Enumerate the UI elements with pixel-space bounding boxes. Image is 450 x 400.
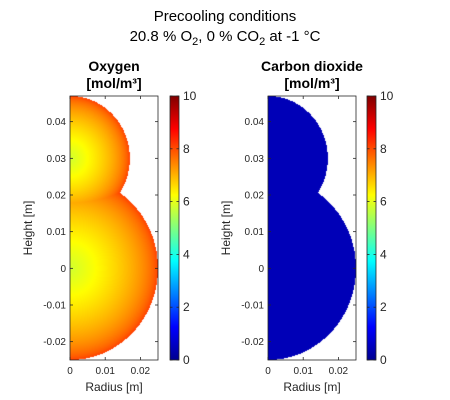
- colorbar-tick-label: 6: [380, 195, 387, 209]
- x-tick-label: 0.01: [95, 366, 115, 377]
- colorbar: [170, 96, 179, 360]
- carbon-dioxide-panel: Carbon dioxide[mol/m³] 0 0.01 0.02 -0.02 -0.0…: [219, 58, 394, 394]
- o2-value: 20.8 % O: [130, 28, 193, 45]
- y-tick-label: 0.02: [245, 191, 265, 202]
- colorbar-tick-label: 2: [183, 300, 190, 314]
- temperature-label: at -1 °C: [265, 28, 320, 45]
- x-tick-label: 0: [67, 366, 73, 377]
- y-tick-label: 0.01: [47, 227, 67, 238]
- panel-title-line1: Oxygen: [88, 58, 139, 74]
- o2-subscript: 2: [192, 36, 198, 48]
- colorbar-tick-label: 0: [380, 353, 387, 367]
- y-tick-label: 0.04: [47, 117, 67, 128]
- colorbar-tick-label: 4: [183, 247, 190, 261]
- oxygen-panel: Oxygen[mol/m³] 0 0.01 0.02 -0.02 -0.01 0 0.01 0.…: [21, 58, 197, 394]
- panel-title-line1: Carbon dioxide: [261, 58, 363, 74]
- y-tick-label: 0.02: [47, 191, 67, 202]
- plot-frame: [69, 95, 159, 361]
- colorbar: [367, 96, 376, 360]
- y-tick-label: 0: [60, 264, 66, 275]
- plot-frame: [267, 95, 357, 361]
- y-tick-label: -0.02: [241, 337, 264, 348]
- figure-title-line2: 20.8 % O2, 0 % CO2 at -1 °C: [130, 28, 321, 48]
- y-tick-label: 0: [258, 264, 264, 275]
- x-tick-label: 0.02: [329, 366, 349, 377]
- x-axis-label: Radius [m]: [85, 380, 142, 394]
- y-axis-label: Height [m]: [21, 201, 35, 256]
- x-tick-label: 0.02: [131, 366, 151, 377]
- y-tick-label: 0.03: [245, 154, 265, 165]
- figure-title: Precooling conditions 20.8 % O2, 0 % CO2…: [130, 8, 321, 48]
- figure-title-line1: Precooling conditions: [154, 8, 297, 25]
- panel-title-line2: [mol/m³]: [86, 75, 141, 91]
- y-axis-label: Height [m]: [219, 201, 233, 256]
- colorbar-tick-label: 8: [380, 142, 387, 156]
- co2-subscript: 2: [259, 36, 265, 48]
- colorbar-tick-label: 2: [380, 300, 387, 314]
- x-tick-label: 0.01: [293, 366, 313, 377]
- colorbar-tick-label: 4: [380, 247, 387, 261]
- colorbar-frame: [366, 95, 377, 361]
- panel-title-line2: [mol/m³]: [284, 75, 339, 91]
- concentration-field: [70, 96, 158, 360]
- y-tick-label: -0.01: [241, 301, 264, 312]
- x-axis-label: Radius [m]: [283, 380, 340, 394]
- y-tick-label: 0.01: [245, 227, 265, 238]
- colorbar-tick-label: 10: [183, 89, 197, 103]
- y-tick-label: 0.04: [245, 117, 265, 128]
- colorbar-tick-label: 8: [183, 142, 190, 156]
- y-tick-label: -0.02: [43, 337, 66, 348]
- co2-value: , 0 % CO: [198, 28, 259, 45]
- y-tick-label: -0.01: [43, 301, 66, 312]
- colorbar-frame: [169, 95, 180, 361]
- colorbar-tick-label: 10: [380, 89, 394, 103]
- concentration-field: [268, 96, 356, 360]
- y-tick-label: 0.03: [47, 154, 67, 165]
- colorbar-tick-label: 6: [183, 195, 190, 209]
- colorbar-tick-label: 0: [183, 353, 190, 367]
- x-tick-label: 0: [265, 366, 271, 377]
